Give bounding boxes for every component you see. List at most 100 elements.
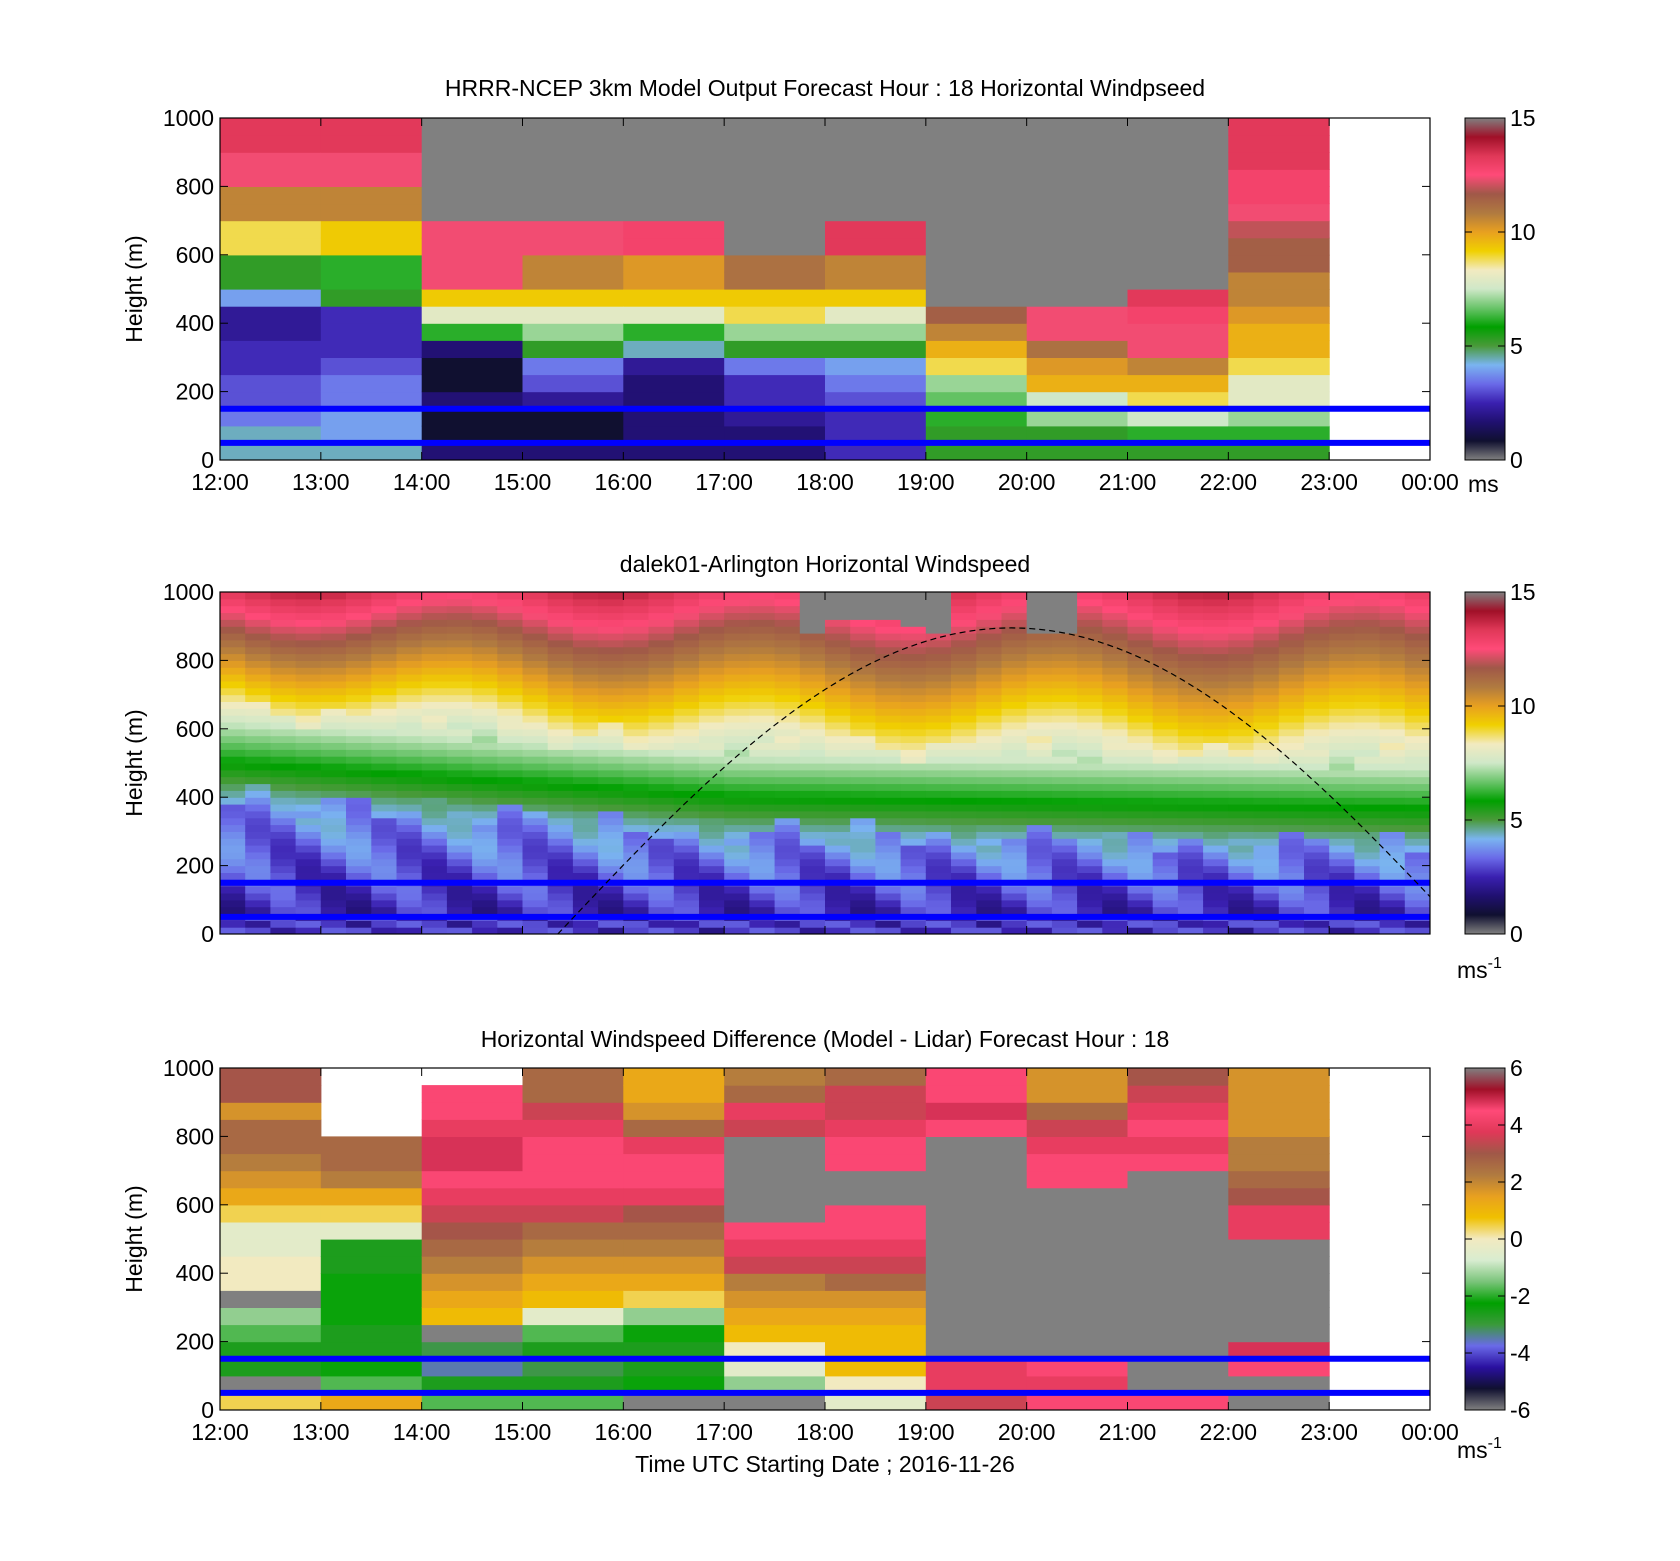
heatmap-cell (320, 203, 423, 222)
heatmap-cell (1177, 920, 1204, 928)
heatmap-cell (925, 271, 1028, 290)
heatmap-cell (446, 646, 473, 655)
heatmap-cell (220, 135, 322, 153)
heatmap-cell (1127, 237, 1229, 256)
heatmap-cell (472, 633, 498, 641)
heatmap-cell (1203, 865, 1229, 873)
heatmap-cell (1379, 769, 1406, 778)
colorbar-tick-label: 6 (1510, 1055, 1523, 1081)
heatmap-cell (572, 893, 599, 901)
heatmap-cell (825, 660, 851, 668)
heatmap-cell (522, 626, 549, 634)
heatmap-cell (724, 1119, 826, 1137)
heatmap-cell (1253, 858, 1280, 867)
heatmap-cell (774, 592, 801, 600)
heatmap-cell (900, 715, 927, 723)
colorbar-tick-label: 15 (1510, 105, 1536, 131)
heatmap-cell (371, 592, 398, 600)
heatmap-cell (1177, 653, 1204, 661)
heatmap-cell (648, 667, 675, 675)
heatmap-cell (850, 715, 876, 723)
heatmap-cell (1329, 687, 1355, 696)
heatmap-cell (598, 817, 624, 826)
heatmap-cell (547, 687, 574, 696)
heatmap-cell (1102, 810, 1129, 819)
heatmap-cell (1253, 680, 1280, 689)
heatmap-cell (522, 776, 549, 785)
heatmap-cell (270, 619, 297, 627)
heatmap-cell (598, 708, 624, 716)
heatmap-cell (497, 612, 524, 620)
heatmap-cell (1304, 893, 1330, 901)
heatmap-cell (900, 899, 927, 908)
heatmap-cell (547, 653, 574, 661)
heatmap-cell (850, 728, 876, 737)
heatmap-cell (699, 708, 725, 716)
heatmap-cell (1304, 626, 1330, 634)
heatmap-cell (1102, 893, 1129, 901)
heatmap-cell (1228, 605, 1255, 614)
heatmap-cell (1077, 769, 1103, 778)
heatmap-cell (371, 660, 398, 668)
heatmap-cell (1001, 598, 1028, 607)
heatmap-cell (598, 742, 624, 750)
heatmap-cell (346, 639, 372, 648)
heatmap-cell (1203, 626, 1229, 634)
heatmap-cell (1177, 927, 1204, 934)
heatmap-cell (472, 728, 498, 737)
heatmap-cell (1404, 756, 1430, 764)
heatmap-cell (1304, 674, 1330, 682)
heatmap-cell (648, 769, 675, 778)
heatmap-cell (1102, 749, 1129, 757)
heatmap-cell (1051, 872, 1078, 880)
heatmap-cell (522, 1221, 624, 1240)
heatmap-cell (245, 612, 271, 620)
heatmap-cell (421, 612, 448, 620)
heatmap-cell (572, 776, 599, 785)
heatmap-cell (749, 728, 776, 737)
heatmap-cell (1379, 906, 1406, 914)
heatmap-cell (749, 804, 776, 812)
heatmap-cell (1228, 858, 1255, 867)
heatmap-cell (320, 1375, 423, 1394)
heatmap-cell (1379, 851, 1406, 860)
heatmap-cell (522, 442, 624, 460)
y-tick-label: 0 (201, 921, 214, 947)
heatmap-cell (925, 810, 952, 819)
heatmap-cell (522, 845, 549, 853)
heatmap-cell (699, 865, 725, 873)
heatmap-cell (976, 687, 1003, 696)
heatmap-cell (320, 626, 347, 634)
heatmap-cell (724, 289, 826, 307)
heatmap-cell (1077, 667, 1103, 675)
heatmap-cell (724, 735, 750, 743)
heatmap-cell (598, 872, 624, 880)
heatmap-cell (774, 598, 801, 607)
heatmap-cell (1127, 626, 1154, 634)
heatmap-cell (245, 797, 271, 805)
heatmap-cell (825, 425, 927, 444)
heatmap-cell (1354, 838, 1381, 846)
heatmap-cell (799, 694, 826, 702)
heatmap-cell (497, 598, 524, 607)
heatmap-cell (1203, 763, 1229, 771)
heatmap-cell (1228, 598, 1255, 607)
heatmap-cell (1001, 810, 1028, 819)
heatmap-cell (1329, 605, 1355, 614)
y-tick-label: 400 (176, 310, 214, 336)
heatmap-cell (925, 340, 1028, 358)
heatmap-cell (421, 357, 524, 376)
heatmap-cell (472, 605, 498, 614)
heatmap-cell (1253, 646, 1280, 655)
heatmap-cell (825, 592, 851, 600)
heatmap-cell (472, 612, 498, 620)
heatmap-cell (1152, 927, 1179, 934)
panel-model-title: HRRR-NCEP 3km Model Output Forecast Hour… (445, 75, 1205, 101)
heatmap-cell (699, 763, 725, 771)
heatmap-cell (976, 680, 1003, 689)
heatmap-cell (1228, 619, 1255, 627)
heatmap-cell (522, 838, 549, 846)
heatmap-cell (724, 653, 750, 661)
heatmap-cell (623, 694, 650, 702)
